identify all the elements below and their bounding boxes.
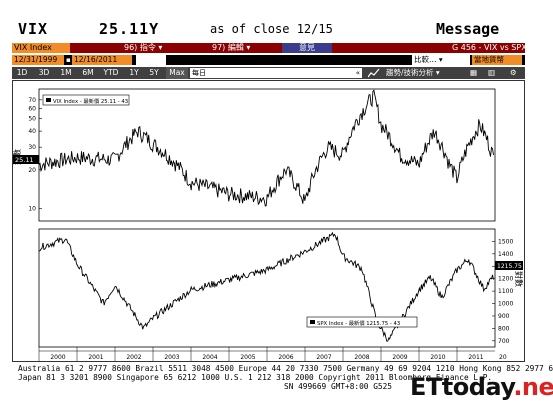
spx-tick-label: 1000 <box>498 301 513 308</box>
x-tick-label: 2006 <box>278 354 293 361</box>
period-1m[interactable]: 1M <box>60 68 72 77</box>
gear-icon[interactable]: ⚙ <box>510 68 517 77</box>
spx-legend: SPX Index - 最新價 1215.75 - 43 <box>306 316 418 328</box>
analysis-label: 趨勢/技術分析 <box>386 68 434 77</box>
vix-tick-label: 50 <box>28 116 36 123</box>
chevron-down-icon: ▾ <box>438 55 443 64</box>
message-button[interactable]: Message <box>436 20 500 38</box>
x-tick-label: 2009 <box>392 354 407 361</box>
edit-menu[interactable]: 97) 編輯 ▾ <box>212 43 250 53</box>
analysis-menu[interactable]: 趨勢/技術分析 ▾ <box>386 67 466 79</box>
period-5y[interactable]: 5Y <box>149 68 159 77</box>
x-axis: 2000 2001 2002 2003 2004 2005 2006 2007 2008 2009… <box>38 347 507 361</box>
chevron-down-icon: ▾ <box>435 68 440 77</box>
line-chart-icon[interactable] <box>367 67 382 79</box>
feedback-button[interactable]: 意見 <box>282 43 332 53</box>
spx-tick-label: 1100 <box>498 288 513 295</box>
blank-field[interactable] <box>136 55 166 65</box>
vix-series-line <box>38 89 494 207</box>
spx-panel-frame <box>38 228 496 348</box>
vix-tick-label: 20 <box>28 167 36 174</box>
spx-tick-label: 1400 <box>498 251 513 258</box>
x-tick-label: 2001 <box>88 354 103 361</box>
footer-phone-line-1: Australia 61 2 9777 8600 Brazil 5511 304… <box>18 364 553 373</box>
period-6m[interactable]: 6M <box>82 68 94 77</box>
security-ticker: VIX <box>18 20 49 38</box>
x-tick-label: 2004 <box>202 354 217 361</box>
watermark-suffix: .net <box>513 373 553 401</box>
chevron-down-icon: ▾ <box>246 43 251 52</box>
spx-tick-label: 1200 <box>498 276 513 283</box>
currency-select[interactable]: 當地貨幣 <box>472 55 522 65</box>
frequency-select[interactable]: 每日 « <box>190 68 362 78</box>
x-tick-label: 2008 <box>354 354 369 361</box>
vix-tick-label: 30 <box>28 144 36 151</box>
vix-tick-label: 40 <box>28 128 36 135</box>
date-range-bar: 12/31/1999 ▪ 12/16/2011 比較… ▾ 當地貨幣 <box>12 55 525 65</box>
end-date-field[interactable]: 12/16/2011 <box>72 55 132 65</box>
compare-button[interactable]: 比較… ▾ <box>412 55 470 65</box>
spx-axis-label: 對數 <box>514 271 524 287</box>
spx-last-tag <box>495 261 523 270</box>
vix-tick-label: 60 <box>28 105 36 112</box>
grid-icon[interactable]: ▦ <box>470 68 478 77</box>
commands-menu-label: 96) 指令 <box>124 43 156 52</box>
spx-legend-text: SPX Index - 最新價 1215.75 - 43 <box>317 319 400 327</box>
command-bar: VIX Index 96) 指令 ▾ 97) 編輯 ▾ 意見 G 456 - V… <box>12 43 527 53</box>
spx-tick-label: 1500 <box>498 238 513 245</box>
vix-tick-label: 70 <box>28 97 36 104</box>
period-ytd[interactable]: YTD <box>103 68 119 77</box>
x-tick-label: 2007 <box>316 354 331 361</box>
frequency-value: 每日 <box>192 69 206 77</box>
spx-series-line <box>38 231 494 342</box>
vix-last-tag <box>13 155 39 164</box>
vix-legend: VIX Index - 最新價 25.11 - 43 <box>42 94 130 106</box>
ettoday-watermark: ETtoday.net <box>410 373 553 401</box>
commands-menu[interactable]: 96) 指令 ▾ <box>124 43 162 53</box>
calendar-icon[interactable]: ▪ <box>66 56 71 64</box>
x-tick-label: 2002 <box>126 354 141 361</box>
x-tick-label: 2000 <box>50 354 65 361</box>
x-tick-label: 2005 <box>240 354 255 361</box>
last-price: 25.11Y <box>99 20 160 38</box>
watermark-main: ETtoday <box>410 373 514 401</box>
spx-tick-label: 900 <box>498 313 510 320</box>
x-tick-label: 2003 <box>164 354 179 361</box>
spx-tick-label: 700 <box>498 338 510 345</box>
x-tick-label: 2011 <box>468 354 483 361</box>
period-3d[interactable]: 3D <box>38 68 50 77</box>
period-1d[interactable]: 1D <box>16 68 28 77</box>
footer-serial-line: SN 499669 GMT+8:00 G525 <box>284 382 392 391</box>
spx-last-value: 1215.75 <box>497 263 522 270</box>
security-field[interactable]: VIX Index <box>12 43 70 53</box>
function-code: G 456 - VIX vs SPX <box>452 43 527 52</box>
edit-menu-label: 97) 編輯 <box>212 43 244 52</box>
period-bar: 1D 3D 1M 6M YTD 1Y 5Y Max 每日 « 趨勢/技術分析 ▾… <box>12 67 525 79</box>
period-max[interactable]: Max <box>166 67 188 79</box>
vix-tick-label: 10 <box>28 206 36 213</box>
compare-label: 比較… <box>414 55 437 64</box>
vix-legend-text: VIX Index - 最新價 25.11 - 43 <box>53 97 128 105</box>
start-date-field[interactable]: 12/31/1999 <box>12 55 64 65</box>
chevron-down-icon: ▾ <box>158 43 163 52</box>
x-tick-label: 2010 <box>430 354 445 361</box>
spx-tick-label: 800 <box>498 325 510 332</box>
period-1y[interactable]: 1Y <box>129 68 139 77</box>
vix-last-value: 25.11 <box>15 156 34 164</box>
footer-phone-line-2: Japan 81 3 3201 8900 Singapore 65 6212 1… <box>18 373 493 382</box>
x-tick-label-cut: 20 <box>499 354 507 361</box>
close-date-text: as of close 12/15 <box>210 22 333 36</box>
chevron-down-icon: « <box>355 69 360 77</box>
bar-chart-icon[interactable]: ▥ <box>488 68 496 77</box>
